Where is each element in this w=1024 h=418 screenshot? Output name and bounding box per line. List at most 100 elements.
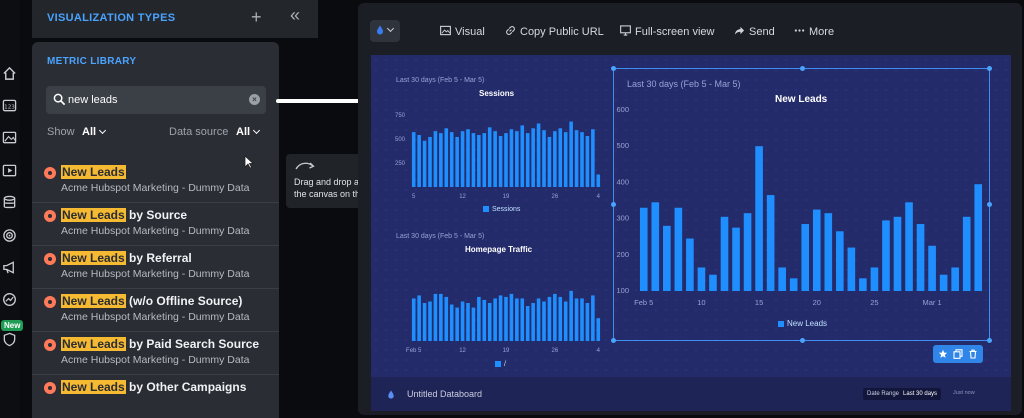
collapse-panel-button[interactable]: « — [290, 5, 301, 25]
share-arrow-icon — [734, 26, 745, 35]
chart-bar — [487, 127, 492, 187]
shield-icon[interactable] — [2, 332, 17, 347]
legend-label: / — [504, 361, 506, 368]
chart-bar — [449, 132, 454, 187]
chart-bar — [755, 146, 763, 291]
chart-bar — [686, 238, 694, 291]
x-tick-label: 4 — [597, 194, 601, 200]
chart-bar — [531, 303, 535, 341]
chart-bar — [525, 306, 530, 341]
y-tick-label: 100 — [616, 286, 629, 295]
chart-bar — [428, 301, 432, 341]
chart-bar — [801, 224, 810, 291]
chart-bar — [663, 225, 671, 291]
show-filter-dropdown[interactable]: All — [82, 126, 107, 138]
resize-handle[interactable] — [611, 202, 616, 207]
metric-item[interactable]: New Leads by Other Campaigns — [32, 375, 279, 418]
metric-item[interactable]: New Leads by Paid Search Source Acme Hub… — [32, 332, 279, 375]
chart-bar — [477, 296, 481, 341]
search-input[interactable] — [68, 92, 238, 108]
chart-bar — [709, 274, 717, 291]
chart-bar — [449, 304, 454, 341]
x-tick-label: 26 — [552, 194, 559, 200]
sessions-widget[interactable]: Last 30 days (Feb 5 - Mar 5) Sessions 25… — [381, 75, 606, 220]
chart-bar — [639, 207, 648, 291]
analytics-icon[interactable] — [2, 292, 17, 307]
databoard-canvas[interactable]: Last 30 days (Feb 5 - Mar 5) Sessions 25… — [371, 55, 1011, 411]
date-range-selector[interactable]: Date Range Last 30 days — [863, 388, 942, 400]
home-icon[interactable] — [2, 66, 17, 81]
x-tick-label: 12 — [459, 348, 466, 354]
metric-name: New Leads by Other Campaigns — [61, 380, 247, 394]
chart-bar — [596, 174, 601, 187]
resize-handle[interactable] — [611, 338, 616, 343]
chart-bar — [520, 125, 525, 187]
clear-search-icon[interactable]: × — [249, 94, 260, 105]
y-tick-label: 500 — [395, 137, 406, 143]
chart-bar — [547, 136, 552, 187]
image-icon[interactable] — [2, 130, 17, 145]
add-visualization-button[interactable]: + — [251, 7, 262, 27]
homepage-traffic-widget[interactable]: Last 30 days (Feb 5 - Mar 5) Homepage Tr… — [381, 231, 606, 371]
resize-handle[interactable] — [800, 338, 805, 343]
chart-bar — [525, 133, 530, 187]
chart-bar — [482, 299, 487, 341]
chart-bar — [439, 133, 443, 187]
metric-item[interactable]: New Leads Acme Hubspot Marketing - Dummy… — [32, 160, 279, 203]
data-source-dropdown[interactable]: All — [236, 126, 261, 138]
chart-bar — [585, 303, 590, 341]
chart-bar — [563, 132, 568, 187]
megaphone-icon[interactable] — [2, 260, 17, 275]
chart-bar — [697, 267, 706, 291]
homepage-traffic-chart: Feb 5 12 19 26 4 — [406, 290, 601, 354]
resize-handle[interactable] — [800, 66, 805, 71]
chart-bar — [493, 298, 497, 341]
chart-bar — [836, 231, 844, 291]
databoard-title[interactable]: Untitled Databoard — [407, 389, 483, 399]
full-screen-view-button[interactable]: Full-screen view — [620, 25, 714, 38]
chart-bar — [580, 298, 584, 341]
target-icon[interactable] — [2, 228, 17, 243]
chart-bar — [939, 274, 948, 291]
database-icon[interactable] — [2, 195, 17, 210]
widget-title: Homepage Traffic — [465, 245, 533, 254]
visual-button[interactable]: Visual — [440, 25, 485, 38]
chart-bar — [433, 293, 438, 341]
send-button[interactable]: Send — [734, 25, 775, 38]
metric-source: Acme Hubspot Marketing - Dummy Data — [61, 225, 250, 237]
chart-bar — [558, 128, 563, 187]
chart-bar — [789, 278, 798, 291]
numbers-icon[interactable]: 123 — [2, 98, 17, 113]
chart-bar — [515, 298, 519, 341]
editor-toolbar: Visual Copy Public URL Full-screen view … — [358, 3, 1022, 51]
trash-icon[interactable] — [968, 349, 978, 359]
monitor-icon — [620, 25, 631, 36]
show-filter-value: All — [82, 126, 97, 138]
icon-rail: 123 New — [0, 0, 24, 418]
search-icon — [53, 93, 66, 106]
video-icon[interactable] — [2, 163, 17, 178]
chart-bar — [893, 216, 902, 291]
resize-handle[interactable] — [987, 66, 992, 71]
theme-dropdown[interactable] — [370, 20, 400, 42]
metric-item[interactable]: New Leads by Referral Acme Hubspot Marke… — [32, 246, 279, 289]
chart-legend: New Leads — [778, 319, 827, 328]
chart-bar — [962, 216, 971, 291]
drag-arrow-icon — [295, 162, 315, 170]
metric-item[interactable]: New Leads (w/o Offline Source) Acme Hubs… — [32, 289, 279, 332]
chart-bar — [498, 295, 503, 341]
resize-handle[interactable] — [987, 202, 992, 207]
chart-bar — [591, 129, 595, 187]
chart-bar — [460, 131, 465, 187]
metric-item[interactable]: New Leads by Source Acme Hubspot Marketi… — [32, 203, 279, 246]
copy-public-url-button[interactable]: Copy Public URL — [505, 25, 604, 38]
hubspot-icon — [44, 296, 56, 308]
new-leads-widget[interactable]: Last 30 days (Feb 5 - Mar 5) New Leads 1… — [611, 66, 992, 343]
resize-handle[interactable] — [611, 66, 616, 71]
star-icon[interactable] — [938, 349, 948, 359]
hubspot-icon — [44, 253, 56, 265]
widget-title: Sessions — [479, 89, 515, 98]
resize-handle[interactable] — [987, 338, 992, 343]
duplicate-icon[interactable] — [953, 349, 963, 359]
more-button[interactable]: More — [794, 25, 834, 38]
